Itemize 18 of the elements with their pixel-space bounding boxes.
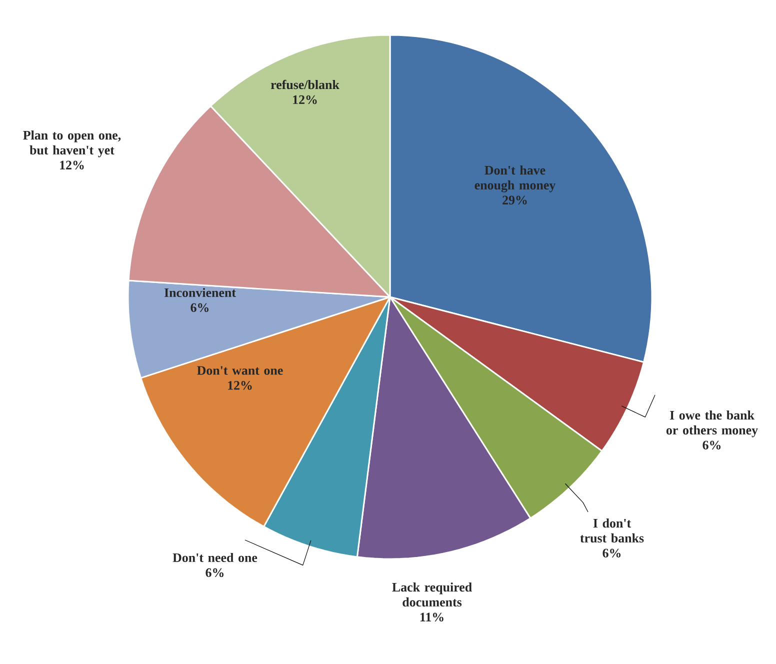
data-label: 12% <box>60 160 84 170</box>
slice-label: Don't need one <box>172 552 258 562</box>
slice-label: Don't have enough money <box>474 165 556 192</box>
data-label: 6% <box>190 303 208 312</box>
slice-label: I owe the bank or others money <box>666 410 758 438</box>
data-label: 6% <box>702 440 721 450</box>
slice-label: Don't want one <box>197 366 283 375</box>
data-label: 12% <box>293 95 317 104</box>
data-label: 29% <box>502 196 527 205</box>
data-label: 6% <box>206 568 224 578</box>
data-label: 6% <box>602 548 621 558</box>
slice-label: refuse/blank <box>270 80 340 90</box>
data-label: 12% <box>228 381 252 390</box>
data-label: 11% <box>420 612 444 622</box>
slice-label: Inconvienent <box>164 288 236 298</box>
slice-label: Lack required documents <box>392 582 472 607</box>
slice-label: I don't trust banks <box>580 518 644 543</box>
slice-label: Plan to open one, but haven't yet <box>23 130 121 158</box>
